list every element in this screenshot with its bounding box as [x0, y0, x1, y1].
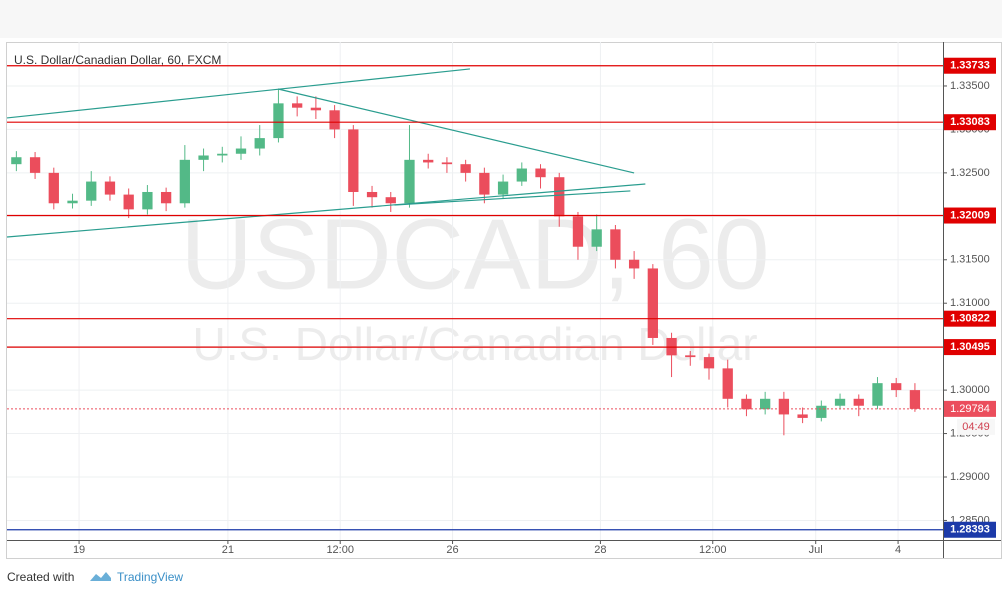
- candle-body: [853, 398, 864, 406]
- candle-body: [685, 355, 696, 358]
- candle-body: [703, 357, 715, 369]
- candle-body: [310, 107, 322, 111]
- footer-brand[interactable]: TradingView: [117, 570, 183, 584]
- candle-body: [423, 159, 434, 163]
- candle-body: [329, 110, 340, 130]
- candle-body: [123, 194, 134, 210]
- candle-body: [741, 398, 752, 410]
- candle-body: [834, 398, 846, 406]
- candle-body: [11, 157, 22, 165]
- candle-body: [366, 191, 378, 198]
- candle-body: [67, 200, 78, 204]
- candle-body: [591, 229, 602, 247]
- candle-body: [235, 148, 247, 154]
- candle-body: [273, 103, 284, 139]
- candle-body: [479, 172, 490, 195]
- footer-text: Created with: [7, 570, 74, 584]
- candle-body: [891, 383, 902, 391]
- x-tick-label: 12:00: [699, 544, 727, 556]
- chart-title: U.S. Dollar/Canadian Dollar, 60, FXCM: [14, 53, 221, 67]
- level-tag-label: 1.33733: [950, 60, 990, 72]
- level-tag-label: 1.30495: [950, 341, 990, 353]
- candle-body: [722, 368, 733, 399]
- level-tag-label: 1.28393: [950, 524, 990, 536]
- x-tick-label: Jul: [809, 544, 823, 556]
- x-tick-label: 28: [594, 544, 606, 556]
- candle-body: [572, 216, 584, 247]
- x-tick-label: 21: [222, 544, 234, 556]
- y-tick-label: 1.32500: [950, 167, 990, 179]
- footer-bar: [0, 560, 1002, 595]
- candle-body: [778, 398, 790, 415]
- candle-body: [142, 191, 153, 210]
- trend-line: [394, 190, 631, 206]
- candle-body: [160, 191, 172, 204]
- candle-body: [217, 153, 228, 156]
- x-tick-label: 12:00: [326, 544, 354, 556]
- candle-body: [48, 172, 59, 204]
- countdown: 04:49: [962, 421, 990, 433]
- candle-body: [104, 181, 116, 195]
- level-tag-label: 1.30822: [950, 313, 990, 325]
- top-bar: [0, 0, 1002, 38]
- candle-body: [460, 164, 471, 173]
- candle-body: [86, 181, 97, 201]
- x-tick-label: 4: [895, 544, 901, 556]
- level-tag-label: 1.32009: [950, 209, 990, 221]
- level-tag: [944, 57, 996, 74]
- candle-body: [554, 177, 565, 217]
- candle-body: [760, 398, 771, 410]
- candle-body: [29, 157, 41, 173]
- candle-body: [610, 229, 621, 260]
- candle-body: [872, 383, 883, 406]
- level-tag: [944, 339, 996, 356]
- x-tick-label: 19: [73, 544, 85, 556]
- watermark-subtitle: U.S. Dollar/Canadian Dollar: [192, 318, 757, 370]
- candle-body: [179, 159, 190, 204]
- candle-body: [516, 168, 527, 182]
- candle-body: [385, 197, 396, 204]
- trend-line: [6, 183, 646, 238]
- x-tick-label: 26: [446, 544, 458, 556]
- candle-body: [292, 103, 303, 108]
- last-price-label: 1.29784: [950, 403, 990, 415]
- level-tag-label: 1.33083: [950, 116, 990, 128]
- candle-body: [797, 414, 808, 418]
- y-tick-label: 1.30000: [950, 384, 990, 396]
- candle-body: [628, 259, 640, 269]
- candle-body: [441, 162, 453, 165]
- chart-frame: [6, 42, 1002, 559]
- candle-body: [404, 159, 415, 204]
- candle-body: [348, 129, 359, 192]
- countdown-tag: [957, 418, 995, 435]
- trend-line: [6, 68, 471, 119]
- trend-line: [277, 88, 635, 174]
- watermark: USDCAD, 60: [180, 198, 769, 310]
- level-tag: [944, 207, 996, 224]
- y-tick-label: 1.31500: [950, 254, 990, 266]
- y-tick-label: 1.31000: [950, 297, 990, 309]
- last-price-tag: [944, 400, 996, 417]
- candle-body: [198, 155, 209, 160]
- level-tag: [944, 310, 996, 327]
- candle-body: [497, 181, 509, 195]
- candle-body: [816, 405, 827, 418]
- level-tag: [944, 521, 996, 538]
- y-tick-label: 1.33500: [950, 80, 990, 92]
- candle-body: [535, 168, 546, 178]
- y-tick-label: 1.29000: [950, 471, 990, 483]
- candle-body: [909, 390, 921, 409]
- tradingview-logo[interactable]: [90, 572, 111, 581]
- candle-body: [254, 138, 265, 149]
- candle-body: [647, 268, 658, 338]
- level-tag: [944, 114, 996, 131]
